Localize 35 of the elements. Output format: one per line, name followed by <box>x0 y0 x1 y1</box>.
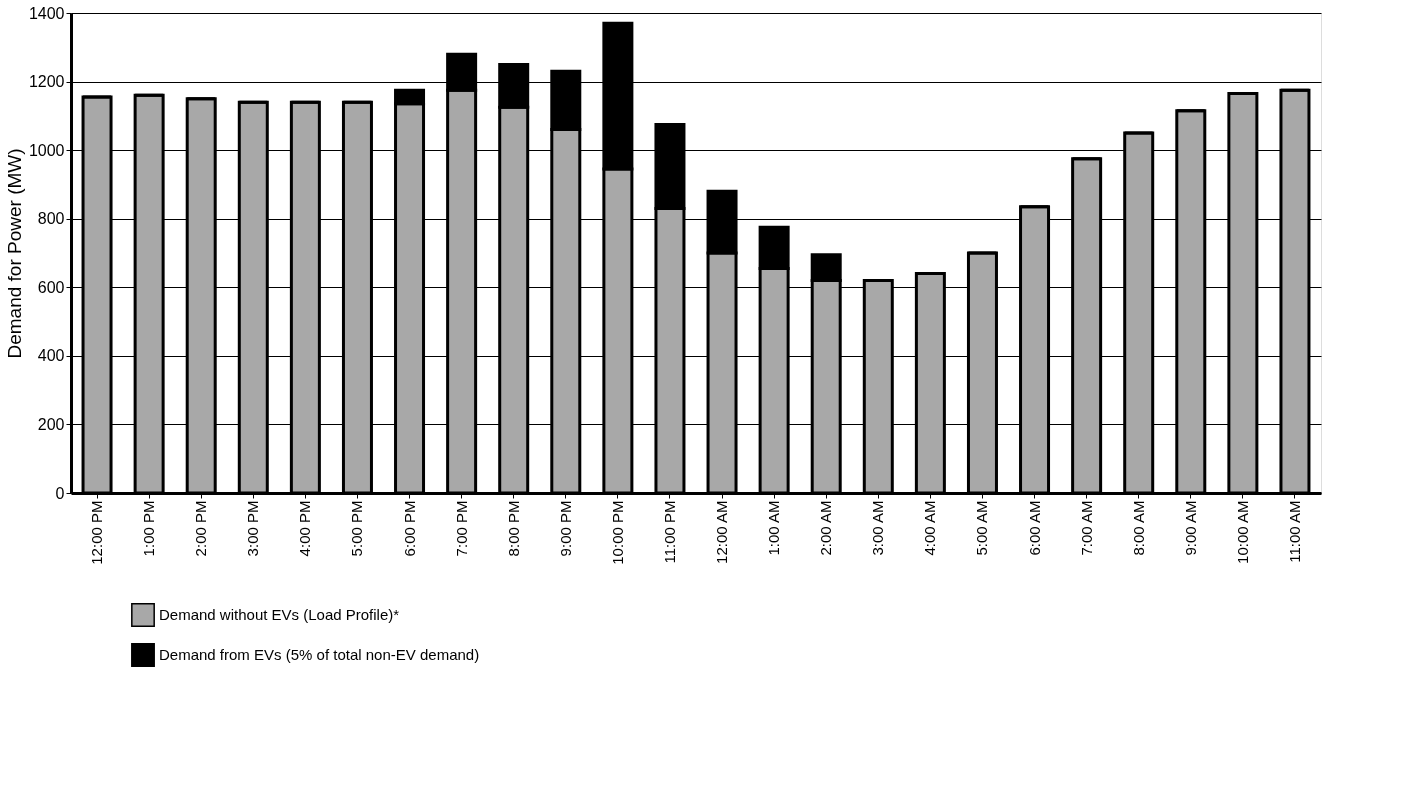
legend-label: Demand from EVs (5% of total non-EV demand) <box>159 646 480 663</box>
y-tick-label: 600 <box>37 278 65 296</box>
x-tick-label: 6:00 PM <box>400 500 418 557</box>
x-tick-label: 5:00 PM <box>348 500 366 557</box>
y-tick-label: 800 <box>37 210 65 228</box>
x-tick-label: 9:00 PM <box>556 500 574 557</box>
x-tick-label: 11:00 AM <box>1285 500 1303 563</box>
legend-label: Demand without EVs (Load Profile)* <box>159 606 400 623</box>
x-tick-label: 9:00 AM <box>1181 500 1199 556</box>
x-tick-label: 12:00 AM <box>713 500 731 564</box>
x-tick-label: 2:00 AM <box>817 500 835 556</box>
y-tick-label: 400 <box>37 347 65 365</box>
x-tick-label: 3:00 AM <box>869 500 887 556</box>
x-tick-label: 8:00 AM <box>1129 500 1147 556</box>
y-tick-label: 1400 <box>28 4 65 22</box>
x-tick-label: 12:00 PM <box>88 500 106 565</box>
x-tick-label: 4:00 AM <box>921 500 939 556</box>
x-tick-label: 7:00 AM <box>1077 500 1095 556</box>
x-tick-label: 1:00 AM <box>765 500 783 556</box>
x-tick-label: 11:00 PM <box>660 500 678 564</box>
x-tick-label: 8:00 PM <box>504 500 522 557</box>
x-tick-label: 5:00 AM <box>973 500 991 556</box>
x-tick-label: 3:00 PM <box>244 500 262 557</box>
x-tick-label: 6:00 AM <box>1025 500 1043 556</box>
y-tick-label: 1200 <box>28 73 65 91</box>
x-tick-label: 7:00 PM <box>452 500 470 557</box>
y-tick-label: 0 <box>55 484 65 502</box>
y-axis-title: Demand for Power (MW) <box>3 148 25 359</box>
x-tick-label: 2:00 PM <box>192 500 210 557</box>
x-tick-label: 10:00 PM <box>608 500 626 565</box>
x-tick-label: 1:00 PM <box>140 500 158 557</box>
y-tick-label: 200 <box>37 415 65 433</box>
x-tick-label: 10:00 AM <box>1233 500 1251 564</box>
y-tick-label: 1000 <box>28 141 65 159</box>
x-tick-label: 4:00 PM <box>296 500 314 557</box>
